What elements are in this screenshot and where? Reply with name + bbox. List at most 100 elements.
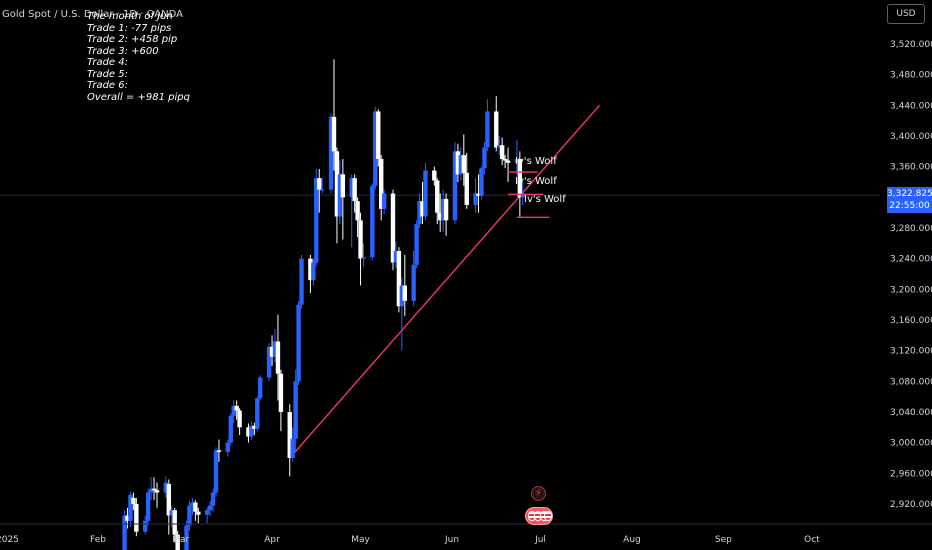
x-tick-label: Feb [90, 535, 106, 545]
candle-body [352, 178, 357, 202]
candle-body [337, 174, 343, 217]
candle-body [293, 381, 298, 439]
bar-countdown: 22:55:00 [889, 201, 930, 211]
current-price-tag: 3,322.825 22:55:00 [887, 187, 932, 213]
note-line: Trade 5: [87, 68, 128, 80]
candle-body [461, 155, 466, 173]
candle-body [390, 193, 396, 263]
candle-body [225, 442, 230, 452]
candle-body [154, 490, 160, 493]
candle-body [440, 198, 446, 221]
candle-body [314, 178, 319, 263]
y-tick-label: 3,400.000 [890, 132, 932, 142]
candle-body [269, 346, 275, 357]
x-tick-label: Mar [172, 535, 189, 545]
candle-body [196, 511, 201, 515]
currency-button[interactable]: USD [887, 4, 925, 24]
candle-body [402, 285, 407, 301]
candle-body [125, 515, 130, 521]
candle-body [266, 346, 272, 378]
candle-body [255, 398, 260, 429]
trend-line[interactable] [289, 104, 601, 459]
candle-body [505, 160, 511, 163]
candle-body [317, 178, 322, 190]
candle-body [423, 170, 428, 217]
candle-body [520, 193, 525, 198]
current-price-value: 3,322.825 [887, 189, 932, 199]
y-tick-label: 3,520.000 [890, 40, 932, 50]
candle-body [134, 504, 139, 532]
flash-icon[interactable]: ⚡ [531, 486, 546, 501]
candle-body [373, 111, 378, 186]
y-tick-label: 3,240.000 [890, 255, 932, 265]
candle-body [399, 285, 405, 307]
candle-body [190, 502, 195, 506]
candle-body [278, 373, 284, 412]
candle-body [246, 427, 251, 437]
candle-body [349, 178, 354, 198]
candle-body [175, 534, 180, 550]
y-tick-label: 3,080.000 [890, 377, 932, 387]
candle-body [148, 488, 154, 493]
candle-body [381, 193, 387, 209]
x-tick-label: Sep [715, 535, 732, 545]
candle-body [151, 488, 157, 491]
trend-line-layer[interactable] [289, 104, 601, 459]
x-tick-label: May [351, 535, 370, 545]
price-axis[interactable]: 2,920.000 2,960.000 3,000.000 3,040.000 3,08… [890, 40, 932, 510]
symbol-title[interactable]: Gold Spot / U.S. Dollar · 1D · OANDA [2, 9, 183, 20]
y-tick-label: 2,960.000 [890, 469, 932, 479]
y-tick-label: 3,360.000 [890, 163, 932, 173]
candle-body [210, 492, 216, 506]
candle-body [299, 258, 304, 305]
candle-body [393, 251, 399, 263]
candle-body [228, 415, 233, 443]
candle-body [234, 405, 239, 411]
candle-body [485, 111, 490, 148]
candle-body [432, 170, 437, 181]
y-tick-label: 3,200.000 [890, 285, 932, 295]
note-line: Trade 3: +600 [87, 45, 159, 57]
time-axis[interactable]: 2025 Feb Mar Apr May Jun Jul Aug Sep Oct [0, 523, 932, 545]
candle-body [355, 201, 360, 221]
candle-body [296, 304, 301, 382]
candle-body [172, 510, 177, 535]
candle-body [514, 159, 520, 163]
level-label: Iv's Wolf [515, 156, 557, 167]
candle-body [193, 502, 198, 512]
candle-body [464, 172, 469, 205]
note-line: Trade 6: [87, 80, 128, 91]
levels-layer[interactable] [508, 171, 550, 218]
candle-body [163, 482, 169, 493]
candle-body [476, 193, 481, 196]
candle-body [334, 151, 340, 217]
candle-body [443, 198, 449, 221]
candle-body [331, 116, 337, 152]
candle-body [414, 224, 419, 265]
candle-body [411, 264, 416, 301]
us-flag-icon[interactable] [525, 507, 553, 525]
y-tick-label: 3,040.000 [890, 408, 932, 418]
candle-body [452, 151, 458, 221]
candle-body [258, 377, 263, 399]
candle-body [361, 257, 366, 259]
note-line: Trade 4: [87, 57, 128, 68]
candle-body [420, 201, 425, 217]
candle-body [494, 111, 499, 148]
candle-body [128, 494, 133, 521]
candle-body [131, 497, 136, 504]
candle-body [166, 484, 171, 516]
candle-body [207, 505, 213, 511]
candle-body [308, 258, 313, 281]
x-tick-label: 2025 [0, 535, 19, 545]
candle-body [122, 515, 127, 550]
y-tick-label: 3,440.000 [890, 101, 932, 111]
x-tick-label: Oct [804, 535, 820, 545]
x-tick-label: Apr [264, 535, 280, 545]
candle-body [169, 510, 174, 516]
candle-body [216, 450, 222, 452]
candle-body [497, 145, 502, 148]
candle-body [275, 341, 281, 374]
x-tick-label: Aug [623, 535, 641, 545]
